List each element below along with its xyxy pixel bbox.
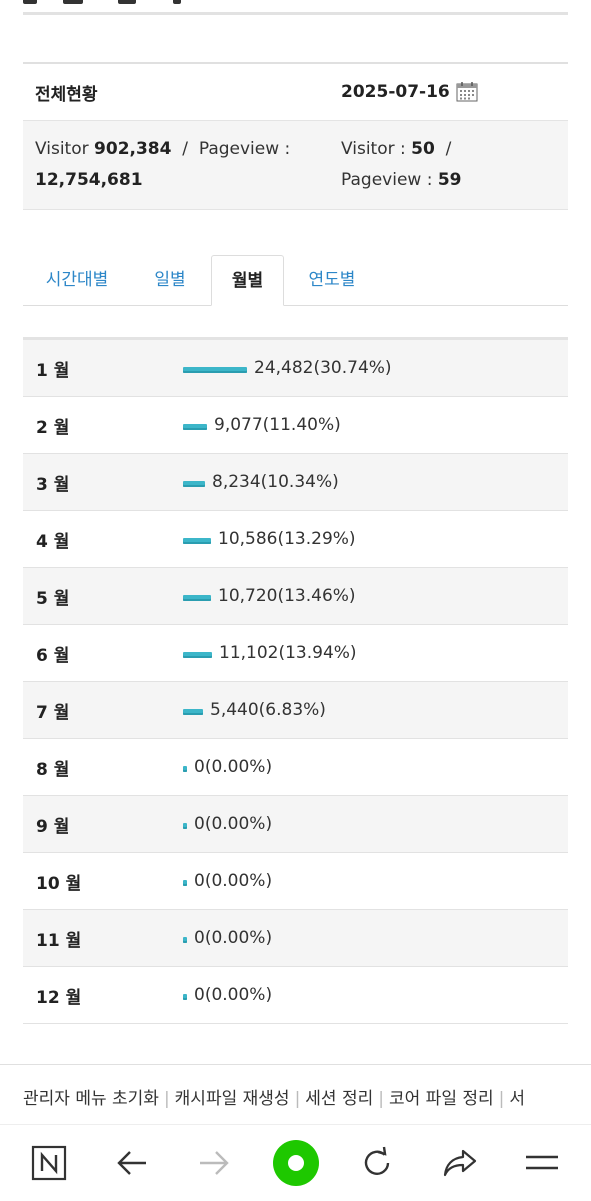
today-visitor-label: Visitor : xyxy=(341,139,406,159)
month-value: 9,077(11.40%) xyxy=(214,415,341,435)
month-value: 24,482(30.74%) xyxy=(254,358,392,378)
table-row: 9 월 0(0.00%) xyxy=(23,796,568,853)
footer-link[interactable]: 코어 파일 정리 xyxy=(389,1089,494,1109)
footer-separator: | xyxy=(378,1089,384,1109)
today-pageview-value: 59 xyxy=(437,170,462,190)
month-bar xyxy=(183,538,211,544)
month-value: 10,586(13.29%) xyxy=(218,529,356,549)
table-row: 8 월 0(0.00%) xyxy=(23,739,568,796)
month-label: 5 월 xyxy=(36,588,70,609)
monthly-stats-table: 1 월 24,482(30.74%) 2 월 9,077(11.40%) 3 월 8,23… xyxy=(23,337,568,1024)
month-label: 1 월 xyxy=(36,360,70,381)
month-value: 10,720(13.46%) xyxy=(218,586,356,606)
month-bar xyxy=(183,652,212,658)
refresh-icon[interactable] xyxy=(347,1125,407,1201)
today-stats: Visitor : 50 / Pageview : 59 xyxy=(341,121,568,209)
total-stats: Visitor 902,384 / Pageview : 12,754,681 xyxy=(23,121,341,209)
month-label: 12 월 xyxy=(36,987,82,1008)
month-label: 6 월 xyxy=(36,645,70,666)
month-bar xyxy=(183,994,187,1000)
month-bar xyxy=(183,367,247,373)
total-separator: / xyxy=(182,139,189,159)
footer-link[interactable]: 서 xyxy=(509,1089,526,1109)
month-value: 8,234(10.34%) xyxy=(212,472,339,492)
month-label: 11 월 xyxy=(36,930,82,951)
header-divider xyxy=(23,12,568,15)
table-row: 7 월 5,440(6.83%) xyxy=(23,682,568,739)
admin-footer-links: 관리자 메뉴 초기화 | 캐시파일 재생성 | 세션 정리 | 코어 파일 정리 | 서 xyxy=(23,1084,583,1109)
month-bar xyxy=(183,481,205,487)
footer-separator: | xyxy=(498,1089,505,1109)
table-row: 11 월 0(0.00%) xyxy=(23,910,568,967)
month-label: 10 월 xyxy=(36,873,82,894)
tab-daily[interactable]: 일별 xyxy=(154,270,186,290)
month-bar xyxy=(183,424,207,430)
total-pageview-label: Pageview : xyxy=(198,139,291,159)
month-value: 0(0.00%) xyxy=(194,757,273,777)
month-label: 9 월 xyxy=(36,816,70,837)
tab-hourly[interactable]: 시간대별 xyxy=(45,270,109,290)
summary-header-row: 전체현황 2025-07-16 xyxy=(23,64,568,121)
month-bar xyxy=(183,937,187,943)
tab-monthly[interactable]: 월별 xyxy=(211,255,284,306)
back-arrow-icon[interactable] xyxy=(102,1125,162,1201)
visitor-summary-table: 전체현황 2025-07-16 Visitor xyxy=(23,62,568,210)
naver-n-icon[interactable] xyxy=(19,1125,79,1201)
green-home-icon[interactable] xyxy=(266,1125,326,1201)
summary-date-cell: 2025-07-16 xyxy=(341,82,568,102)
footer-link[interactable]: 세션 정리 xyxy=(305,1089,374,1109)
month-value: 5,440(6.83%) xyxy=(210,700,326,720)
table-row: 3 월 8,234(10.34%) xyxy=(23,454,568,511)
month-value: 11,102(13.94%) xyxy=(219,643,357,663)
today-pageview-label: Pageview : xyxy=(341,170,433,190)
month-label: 4 월 xyxy=(36,531,70,552)
footer-link[interactable]: 캐시파일 재생성 xyxy=(174,1089,290,1109)
total-visitor-label: Visitor xyxy=(35,139,89,159)
tab-yearly[interactable]: 연도별 xyxy=(308,270,356,290)
summary-stats-row: Visitor 902,384 / Pageview : 12,754,681 … xyxy=(23,121,568,210)
total-visitor-value: 902,384 xyxy=(94,139,172,159)
footer-separator: | xyxy=(294,1089,301,1109)
scrolled-header-remnant xyxy=(23,0,223,6)
month-value: 0(0.00%) xyxy=(194,871,273,891)
calendar-icon[interactable] xyxy=(456,82,478,102)
table-row: 1 월 24,482(30.74%) xyxy=(23,340,568,397)
menu-icon[interactable] xyxy=(512,1125,572,1201)
total-pageview-value: 12,754,681 xyxy=(35,170,143,190)
month-label: 7 월 xyxy=(36,702,70,723)
footer-separator: | xyxy=(163,1089,170,1109)
month-label: 2 월 xyxy=(36,417,70,438)
summary-date: 2025-07-16 xyxy=(341,82,450,102)
month-bar xyxy=(183,766,187,772)
month-value: 0(0.00%) xyxy=(194,928,273,948)
table-row: 10 월 0(0.00%) xyxy=(23,853,568,910)
month-label: 3 월 xyxy=(36,474,70,495)
browser-bottom-bar xyxy=(0,1124,591,1201)
month-label: 8 월 xyxy=(36,759,70,780)
month-bar xyxy=(183,880,187,886)
footer-divider xyxy=(0,1064,591,1065)
footer-link[interactable]: 관리자 메뉴 초기화 xyxy=(23,1089,159,1109)
month-value: 0(0.00%) xyxy=(194,814,273,834)
table-row: 6 월 11,102(13.94%) xyxy=(23,625,568,682)
month-value: 0(0.00%) xyxy=(194,985,273,1005)
month-bar xyxy=(183,709,203,715)
forward-arrow-icon[interactable] xyxy=(184,1125,244,1201)
table-row: 12 월 0(0.00%) xyxy=(23,967,568,1024)
table-row: 4 월 10,586(13.29%) xyxy=(23,511,568,568)
today-separator: / xyxy=(445,139,452,159)
table-row: 2 월 9,077(11.40%) xyxy=(23,397,568,454)
month-bar xyxy=(183,595,211,601)
share-icon[interactable] xyxy=(430,1125,490,1201)
period-tabs: 시간대별 일별 월별 연도별 xyxy=(23,255,568,306)
table-row: 5 월 10,720(13.46%) xyxy=(23,568,568,625)
month-bar xyxy=(183,823,187,829)
summary-title: 전체현황 xyxy=(35,84,98,105)
today-visitor-value: 50 xyxy=(411,139,435,159)
